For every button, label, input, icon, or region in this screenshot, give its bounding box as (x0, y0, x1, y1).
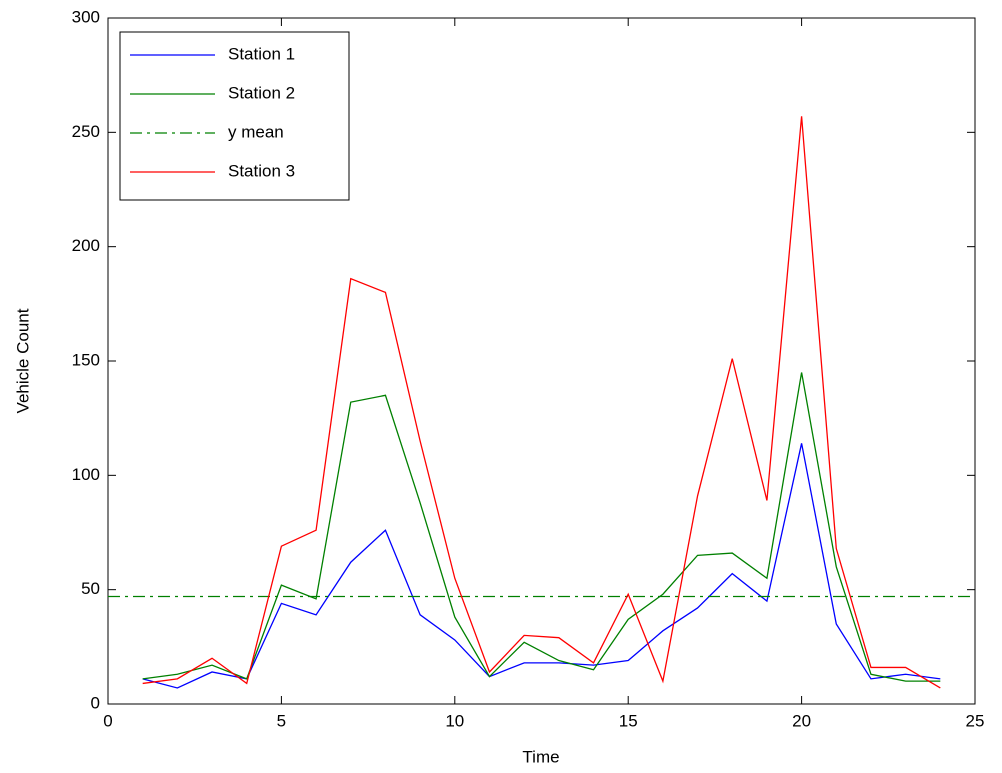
y-tick-label: 50 (81, 579, 100, 598)
x-tick-label: 10 (445, 711, 464, 730)
x-tick-label: 15 (619, 711, 638, 730)
x-tick-label: 20 (792, 711, 811, 730)
series-line (142, 116, 941, 689)
y-tick-label: 300 (72, 7, 100, 26)
y-tick-label: 200 (72, 236, 100, 255)
y-tick-label: 0 (91, 693, 100, 712)
y-axis-label: Vehicle Count (13, 308, 32, 413)
legend-label: y mean (228, 122, 284, 141)
legend-label: Station 1 (228, 44, 295, 63)
y-tick-label: 100 (72, 465, 100, 484)
series-line (142, 372, 941, 682)
x-axis-label: Time (522, 747, 559, 766)
legend-label: Station 3 (228, 161, 295, 180)
y-tick-label: 250 (72, 122, 100, 141)
x-tick-label: 0 (103, 711, 112, 730)
legend-label: Station 2 (228, 83, 295, 102)
x-tick-label: 25 (966, 711, 985, 730)
series-line (142, 443, 941, 689)
y-tick-label: 150 (72, 350, 100, 369)
x-tick-label: 5 (277, 711, 286, 730)
